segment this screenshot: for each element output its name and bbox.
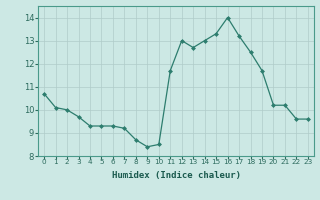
X-axis label: Humidex (Indice chaleur): Humidex (Indice chaleur) (111, 171, 241, 180)
